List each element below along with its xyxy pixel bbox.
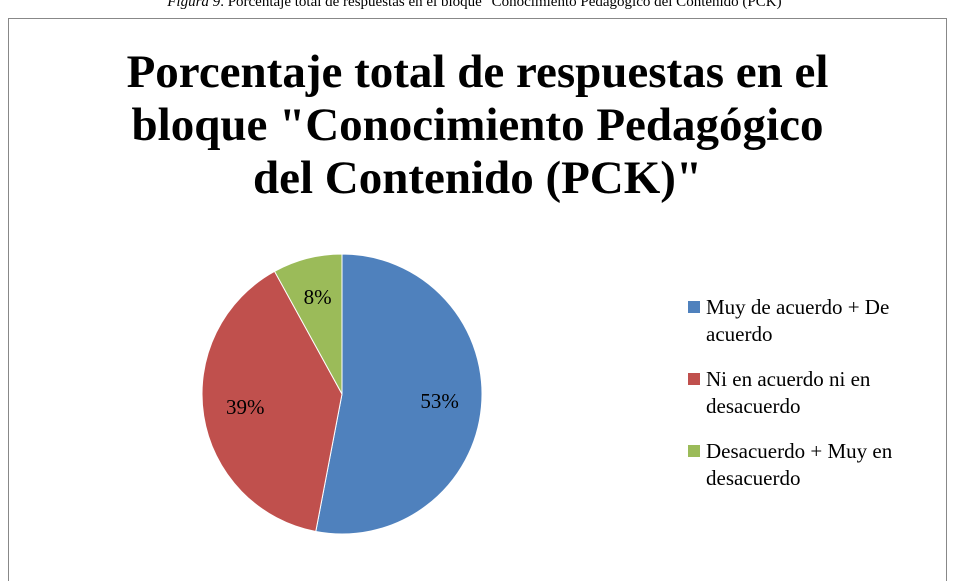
caption: Figura 9. Porcentaje total de respuestas… (0, 0, 955, 11)
legend-entry: Muy de acuerdo + De acuerdo (688, 294, 955, 348)
pie-slice (273, 253, 343, 395)
data-label: 53% (420, 389, 459, 413)
legend-entry: Desacuerdo + Muy en desacuerdo (688, 438, 955, 492)
legend: Muy de acuerdo + De acuerdo Ni en acuerdo… (688, 294, 955, 510)
legend-swatch (688, 373, 700, 385)
legend-label: Muy de acuerdo + De acuerdo (706, 295, 890, 346)
pie-slice (201, 270, 343, 533)
caption-text: . Porcentaje total de respuestas en el b… (220, 0, 788, 10)
pie-slice (315, 253, 483, 535)
legend-swatch (688, 301, 700, 313)
data-label: 39% (226, 395, 265, 419)
chart-frame (8, 18, 947, 581)
legend-swatch (688, 445, 700, 457)
legend-label: Desacuerdo + Muy en desacuerdo (706, 439, 893, 490)
chart-title: Porcentaje total de respuestas en el blo… (126, 46, 829, 204)
data-label: 8% (304, 285, 332, 309)
legend-label: Ni en acuerdo ni en desacuerdo (706, 367, 871, 418)
caption-label: Figura 9 (167, 0, 221, 10)
legend-entry: Ni en acuerdo ni en desacuerdo (688, 366, 955, 420)
